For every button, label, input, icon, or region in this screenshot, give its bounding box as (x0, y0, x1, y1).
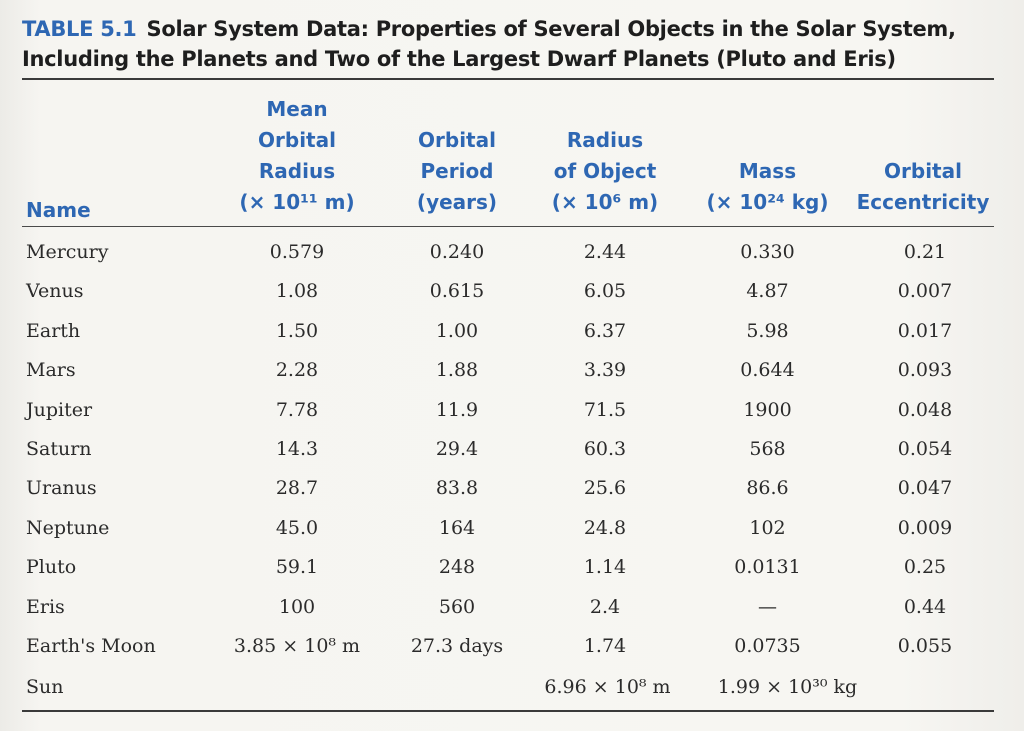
cell-orbital-period: 29.4 (435, 438, 479, 460)
table-row: Saturn 14.3 29.4 60.3 568 0.054 (0, 434, 1024, 473)
bottom-rule (22, 710, 994, 712)
cell-eccentricity: 0.21 (903, 241, 947, 263)
table-row: Earth 1.50 1.00 6.37 5.98 0.017 (0, 316, 1024, 355)
cell-orbital-radius: 28.7 (275, 477, 319, 500)
header-orbital-radius: Mean Orbital Radius (× 10¹¹ m) (239, 97, 355, 214)
cell-eccentricity: 0.055 (897, 635, 953, 657)
table-row: Mercury 0.579 0.240 2.44 0.330 0.21 (0, 237, 1024, 276)
table-label: TABLE 5.1 (22, 17, 137, 41)
table-row: Pluto 59.1 248 1.14 0.0131 0.25 (0, 552, 1024, 591)
cell-name: Neptune (26, 516, 110, 539)
cell-orbital-radius: 7.78 (275, 398, 319, 421)
header-eccentricity: Orbital Eccentricity (856, 159, 990, 214)
cell-mass: 0.330 (740, 241, 795, 263)
cell-eccentricity: 0.017 (897, 319, 953, 342)
cell-orbital-period: 248 (438, 556, 476, 579)
cell-eccentricity: 0.44 (903, 595, 947, 618)
cell-object-radius: 1.74 (583, 635, 627, 657)
cell-name: Jupiter (26, 398, 93, 421)
cell-orbital-period: 83.8 (435, 477, 479, 500)
cell-eccentricity: 0.009 (897, 516, 953, 539)
cell-object-radius: 24.8 (583, 516, 627, 539)
cell-object-radius: 1.14 (583, 556, 627, 579)
cell-orbital-period: 560 (438, 595, 476, 618)
cell-name: Saturn (26, 438, 92, 460)
cell-orbital-period: 1.88 (435, 359, 479, 382)
cell-mass: 0.0131 (734, 556, 801, 579)
cell-orbital-period: 27.3 days (410, 635, 504, 657)
cell-orbital-radius: 59.1 (275, 556, 319, 579)
cell-mass: 0.0735 (734, 635, 801, 657)
cell-mass: — (758, 595, 777, 618)
header-name: Name (26, 198, 91, 222)
cell-orbital-radius: 0.579 (269, 241, 325, 263)
cell-orbital-radius: 14.3 (275, 438, 319, 460)
cell-orbital-radius: 1.50 (275, 319, 319, 342)
cell-name: Mercury (26, 241, 109, 263)
cell-name: Pluto (26, 556, 77, 579)
table-row: Venus 1.08 0.615 6.05 4.87 0.007 (0, 276, 1024, 315)
table-row: Jupiter 7.78 11.9 71.5 1900 0.048 (0, 395, 1024, 434)
cell-eccentricity: 0.25 (903, 556, 947, 579)
cell-object-radius: 6.05 (583, 280, 627, 303)
cell-orbital-radius: 45.0 (275, 516, 319, 539)
cell-object-radius: 60.3 (583, 438, 627, 460)
cell-mass: 568 (749, 438, 786, 460)
cell-object-radius: 6.96 × 10⁸ m (544, 676, 671, 698)
table-row: Uranus 28.7 83.8 25.6 86.6 0.047 (0, 473, 1024, 512)
header-orbital-period: Orbital Period (years) (416, 128, 498, 214)
cell-name: Sun (26, 676, 64, 698)
cell-object-radius: 71.5 (583, 398, 627, 421)
cell-eccentricity: 0.007 (897, 280, 953, 303)
cell-mass: 0.644 (740, 359, 795, 382)
cell-eccentricity: 0.093 (897, 359, 953, 382)
table-title: Solar System Data: Properties of Several… (22, 17, 956, 71)
cell-orbital-radius: 1.08 (275, 280, 319, 303)
top-rule (22, 78, 994, 80)
cell-eccentricity: 0.047 (897, 477, 953, 500)
cell-orbital-period: 1.00 (435, 319, 479, 342)
cell-name: Venus (26, 280, 84, 303)
cell-orbital-radius: 100 (278, 595, 316, 618)
cell-name: Eris (26, 595, 65, 618)
table-row: Neptune 45.0 164 24.8 102 0.009 (0, 513, 1024, 552)
cell-mass: 4.87 (746, 280, 789, 303)
cell-eccentricity: 0.054 (897, 438, 953, 460)
header-rule (22, 226, 994, 227)
cell-name: Earth's Moon (26, 635, 156, 657)
cell-orbital-period: 0.615 (429, 280, 485, 303)
cell-orbital-radius: 3.85 × 10⁸ m (233, 635, 361, 657)
cell-orbital-radius: 2.28 (275, 359, 319, 382)
cell-mass: 5.98 (746, 319, 789, 342)
cell-object-radius: 6.37 (583, 319, 627, 342)
cell-eccentricity: 0.048 (897, 398, 953, 421)
table-row: Earth's Moon 3.85 × 10⁸ m 27.3 days 1.74 0.0… (0, 631, 1024, 670)
table-row: Mars 2.28 1.88 3.39 0.644 0.093 (0, 355, 1024, 394)
cell-name: Earth (26, 319, 81, 342)
cell-orbital-period: 11.9 (435, 398, 479, 421)
cell-orbital-period: 0.240 (429, 241, 485, 263)
table-caption: TABLE 5.1 Solar System Data: Properties o… (22, 14, 1002, 74)
cell-name: Uranus (26, 477, 97, 500)
cell-name: Mars (26, 359, 76, 382)
cell-mass: 102 (749, 516, 786, 539)
cell-object-radius: 2.44 (583, 241, 627, 263)
table-row-sun: Sun 6.96 × 10⁸ m 1.99 × 10³⁰ kg (0, 672, 1024, 711)
header-object-radius: Radius of Object (× 10⁶ m) (551, 128, 659, 214)
header-mass: Mass (× 10²⁴ kg) (706, 159, 829, 214)
cell-object-radius: 25.6 (583, 477, 627, 500)
cell-object-radius: 2.4 (589, 595, 621, 618)
cell-object-radius: 3.39 (583, 359, 627, 382)
cell-mass: 1.99 × 10³⁰ kg (717, 676, 858, 698)
cell-mass: 1900 (743, 398, 792, 421)
table-row: Eris 100 560 2.4 — 0.44 (0, 592, 1024, 631)
cell-mass: 86.6 (746, 477, 789, 500)
cell-orbital-period: 164 (438, 516, 476, 539)
